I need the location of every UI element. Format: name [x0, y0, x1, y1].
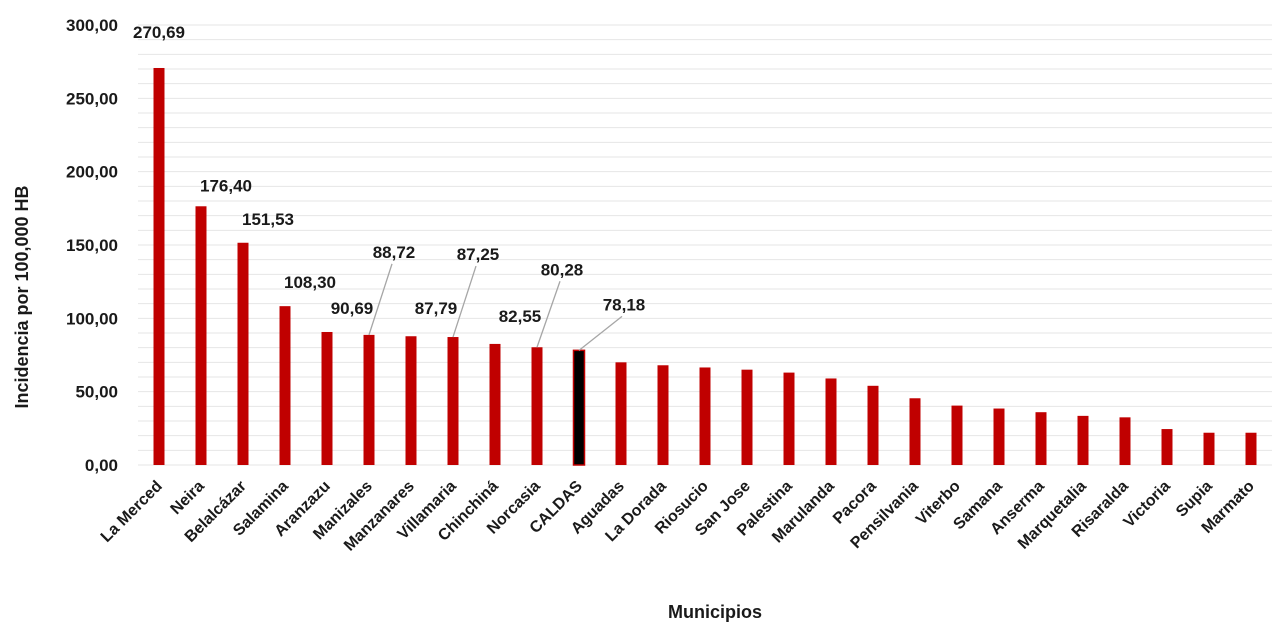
bar — [1119, 417, 1131, 465]
x-tick-label: Victoria — [1121, 478, 1174, 531]
bar — [867, 385, 879, 465]
y-tick-label: 300,00 — [66, 16, 118, 35]
bar — [909, 398, 921, 465]
data-label: 270,69 — [133, 23, 185, 42]
x-axis-categories: La Merced NeiraBelalcázarSalaminaAranzazu… — [98, 478, 1258, 555]
bar — [489, 343, 501, 465]
y-tick-label: 200,00 — [66, 163, 118, 182]
bar — [195, 206, 207, 465]
data-labels: 270,69 176,40 151,53 108,30 90,69 88,72 87,79 8… — [133, 23, 645, 326]
bar — [741, 369, 753, 465]
bar — [657, 365, 669, 465]
y-tick-label: 0,00 — [85, 456, 118, 475]
x-tick-label: La Merced — [98, 478, 166, 546]
bar — [405, 336, 417, 465]
data-label: 151,53 — [242, 210, 294, 229]
y-tick-label: 250,00 — [66, 89, 118, 108]
bar — [1245, 432, 1257, 465]
bar — [321, 331, 333, 465]
data-label: 88,72 — [373, 243, 416, 262]
data-label: 87,79 — [415, 299, 458, 318]
bar — [1203, 432, 1215, 465]
y-tick-label: 100,00 — [66, 309, 118, 328]
y-axis-ticks: 0,00 50,00 100,00 150,00 200,00 250,00 300,00 — [66, 16, 118, 475]
bar — [615, 362, 627, 465]
leader-line — [452, 265, 477, 338]
bar — [153, 67, 165, 465]
data-label: 80,28 — [541, 260, 584, 279]
bar — [1161, 429, 1173, 465]
bar — [279, 306, 291, 465]
y-tick-label: 150,00 — [66, 236, 118, 255]
bar — [237, 242, 249, 465]
bar — [572, 349, 586, 466]
bar — [699, 367, 711, 465]
data-label: 87,25 — [457, 245, 500, 264]
bar — [1035, 412, 1047, 465]
bar — [783, 372, 795, 465]
x-tick-label: Neira — [168, 478, 208, 518]
data-label: 82,55 — [499, 307, 542, 326]
bars — [153, 67, 1257, 466]
leader-line — [368, 263, 393, 336]
bar — [1077, 415, 1089, 465]
data-label: 90,69 — [331, 299, 374, 318]
leader-line — [536, 281, 561, 348]
bar — [363, 334, 375, 465]
bar — [825, 378, 837, 465]
bar — [951, 405, 963, 465]
y-axis-title: Incidencia por 100,000 HB — [12, 185, 32, 408]
x-axis-title: Municipios — [668, 602, 762, 622]
data-label: 176,40 — [200, 176, 252, 195]
y-tick-label: 50,00 — [75, 383, 118, 402]
data-label: 78,18 — [603, 295, 646, 314]
bar — [993, 408, 1005, 465]
leader-line — [578, 315, 623, 351]
bar — [531, 347, 543, 465]
bar — [447, 337, 459, 465]
data-label-leaders — [368, 263, 623, 351]
data-label: 108,30 — [284, 273, 336, 292]
